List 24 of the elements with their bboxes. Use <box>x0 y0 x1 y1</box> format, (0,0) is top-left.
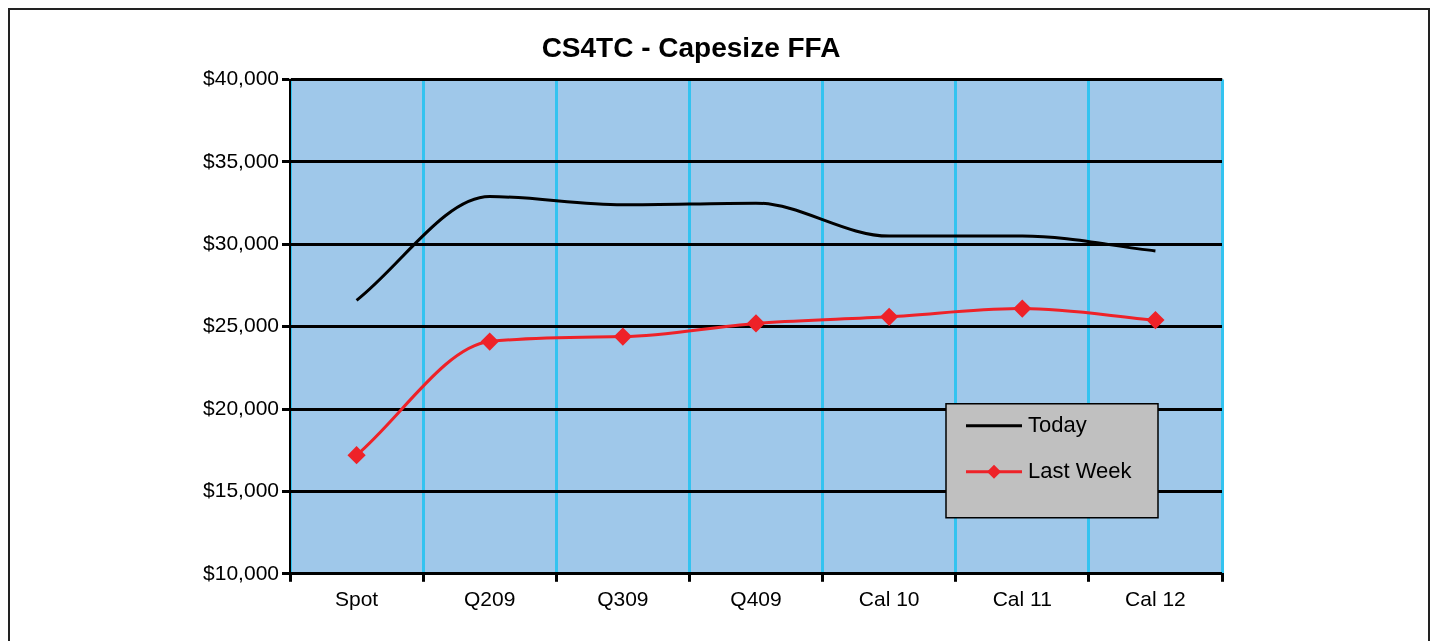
legend-label: Today <box>1028 411 1087 437</box>
point <box>1146 311 1164 329</box>
y-tick-label: $30,000 <box>203 231 279 255</box>
x-tick-label: Q309 <box>597 587 649 611</box>
x-tick-label: Q409 <box>730 587 782 611</box>
point <box>1013 300 1031 318</box>
y-tick-label: $40,000 <box>203 66 279 90</box>
y-tick-label: $20,000 <box>203 395 279 419</box>
y-tick-label: $15,000 <box>203 478 279 502</box>
x-tick-label: Cal 10 <box>858 587 920 611</box>
x-tick-label: Spot <box>334 587 379 611</box>
y-tick-label: $10,000 <box>203 560 279 584</box>
chart-title: CS4TC - Capesize FFA <box>541 31 841 63</box>
point <box>880 308 898 326</box>
y-tick-label: $35,000 <box>203 148 279 172</box>
x-tick-label: Cal 11 <box>992 587 1052 611</box>
point <box>614 328 632 346</box>
x-tick-label: Cal 12 <box>1125 587 1186 611</box>
x-tick-label: Q209 <box>464 587 516 611</box>
point <box>481 333 499 351</box>
y-tick-label: $25,000 <box>203 313 279 337</box>
point <box>747 314 765 332</box>
legend-label: Last Week <box>1028 457 1133 483</box>
point <box>348 446 366 464</box>
